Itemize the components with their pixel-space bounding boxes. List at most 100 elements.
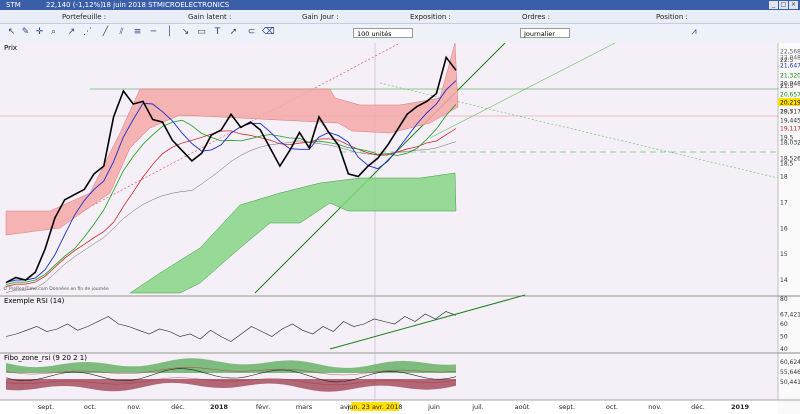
eraser-icon[interactable]: ⌫ [262, 27, 275, 37]
last-price-box [778, 98, 800, 106]
y-tick-label: 20,5 [780, 109, 794, 116]
close-icon[interactable]: × [789, 1, 798, 9]
vline-icon[interactable]: │ [166, 27, 173, 37]
x-tick-label: oct. [606, 403, 618, 411]
rsi-tick-label: 50 [780, 334, 788, 341]
fibo-band-green [6, 358, 456, 373]
fibo-tick-label: 50,441 [780, 379, 800, 386]
zoom-icon[interactable]: ⌕ [50, 27, 57, 37]
fibo-line-lower [5, 377, 457, 386]
date-name: 18 juin 2018 STMICROELECTRONICS [102, 1, 230, 9]
fibo-panel-title: Fibo_zone_rsi (9 20 2 1) [2, 354, 89, 362]
period-select[interactable]: Journalier [520, 28, 570, 38]
arrow-icon[interactable]: ➚ [229, 27, 238, 37]
rsi-tick-label: 67,421 [780, 312, 800, 319]
fibo-tick-label: 60,624 [780, 359, 800, 366]
x-tick-label: mars [296, 403, 313, 411]
chart-type-icon[interactable]: ⩘ [691, 27, 697, 37]
trendline-red-dotted [49, 43, 401, 229]
quantity-select[interactable]: 100 unités [353, 28, 413, 38]
magnet-icon[interactable]: ⊂ [247, 27, 256, 37]
rsi-panel-title: Exemple RSI (14) [2, 297, 67, 305]
minimize-icon[interactable]: _ [769, 1, 778, 9]
series-ma-fast [5, 80, 457, 284]
y-tick-label: 21.5 [780, 83, 794, 90]
symbol-label: STM [6, 1, 21, 9]
line-icon[interactable]: ╱ [102, 27, 109, 37]
fibo-line-main [5, 368, 457, 383]
rsi-trendline [329, 294, 526, 350]
gain-latent-label: Gain latent : [188, 13, 232, 21]
watermark: © ProRealTime.com Données en fin de jour… [3, 287, 109, 292]
x-tick-label: oct. [84, 403, 96, 411]
price-label: 21,320 [780, 73, 800, 80]
y-tick-label: 19.5 [780, 135, 794, 142]
cloud-support [129, 172, 457, 294]
x-tick-label: 2018 [210, 403, 229, 411]
x-tick-label: juin [427, 403, 440, 411]
window-controls: _ □ × [769, 1, 798, 9]
trendline-green [254, 43, 506, 294]
price-label: 18,032 [780, 140, 800, 147]
cursor-icon[interactable]: ↖ [7, 27, 16, 37]
fibo-icon[interactable]: ≡ [133, 27, 142, 37]
x-tick-label: juil. [471, 403, 484, 411]
price-label: 19,445 [780, 118, 800, 125]
price-label: 20,219 [780, 100, 800, 107]
x-tick-label: déc. [691, 403, 705, 411]
x-tick-label: févr. [256, 403, 270, 411]
crosshair-icon[interactable]: ✛ [35, 27, 44, 37]
price-label: 18,526 [780, 156, 800, 163]
y-tick-label: 17 [780, 199, 788, 206]
price-label: 22,568 [780, 49, 800, 56]
fan-icon[interactable]: ⋰ [83, 27, 92, 37]
info-bar: Portefeuille : Gain latent : Gain Jour :… [0, 10, 800, 24]
x-tick-label: déc. [171, 403, 185, 411]
position-label: Position : [656, 13, 688, 21]
tool-bar: ↖ ✎ ✛ ⌕ ↗ ⋰ ╱ ⫽ ≡ ─ │ ↘ ▭ T ➚ ⊂ ⌫ 100 un… [0, 24, 800, 44]
series-price [5, 55, 457, 284]
x-tick-label: sept. [38, 403, 54, 411]
maximize-icon[interactable]: □ [779, 1, 788, 9]
trendline-green-2 [429, 43, 616, 139]
price-label: 22,048 [780, 55, 800, 62]
x-tick-label: jun. 23 avr. 2018 [346, 403, 402, 411]
pencil-icon[interactable]: ✎ [21, 27, 30, 37]
fibo-line-upper [5, 367, 457, 376]
text-icon[interactable]: T [214, 27, 221, 37]
price-label: 20,948 [780, 81, 800, 88]
y-tick-label: 15 [780, 251, 788, 258]
ordres-label: Ordres : [522, 13, 550, 21]
y-tick-label: 16 [780, 225, 788, 232]
y-tick-label: 22.5 [780, 57, 794, 64]
cursor-date-box [351, 402, 399, 411]
x-tick-label: août [515, 403, 530, 411]
hline-icon[interactable]: ─ [150, 27, 157, 37]
channel-icon[interactable]: ⫽ [119, 27, 124, 37]
price-label: 19,117 [780, 126, 800, 133]
gain-jour-label: Gain Jour : [302, 13, 339, 21]
x-tick-label: 2019 [731, 403, 750, 411]
price-label: 19,717 [780, 109, 800, 116]
exposition-label: Exposition : [410, 13, 451, 21]
y-tick-label: 18,5 [780, 161, 794, 168]
x-tick-label: nov. [648, 403, 662, 411]
series-rsi [5, 311, 457, 342]
x-tick-label: sept. [559, 403, 575, 411]
trend-icon[interactable]: ↗ [67, 27, 76, 37]
y-tick-label: 14 [780, 277, 788, 284]
last-price: 22,140 (-1,12%) [46, 1, 103, 9]
y-tick-label: 18 [780, 173, 788, 180]
price-label: 21,647 [780, 63, 800, 70]
price-panel-title: Prix [2, 44, 20, 52]
rsi-tick-label: 40 [780, 346, 788, 353]
rsi-tick-label: 80 [780, 296, 788, 303]
ray-icon[interactable]: ↘ [181, 27, 190, 37]
portefeuille-label: Portefeuille : [62, 13, 107, 21]
fibo-tick-label: 55,646 [780, 369, 800, 376]
x-tick-label: nov. [127, 403, 141, 411]
rect-icon[interactable]: ▭ [197, 27, 206, 37]
fibo-band-red [6, 379, 456, 392]
rsi-tick-label: 60 [780, 321, 788, 328]
price-label: 20,657 [780, 92, 800, 99]
